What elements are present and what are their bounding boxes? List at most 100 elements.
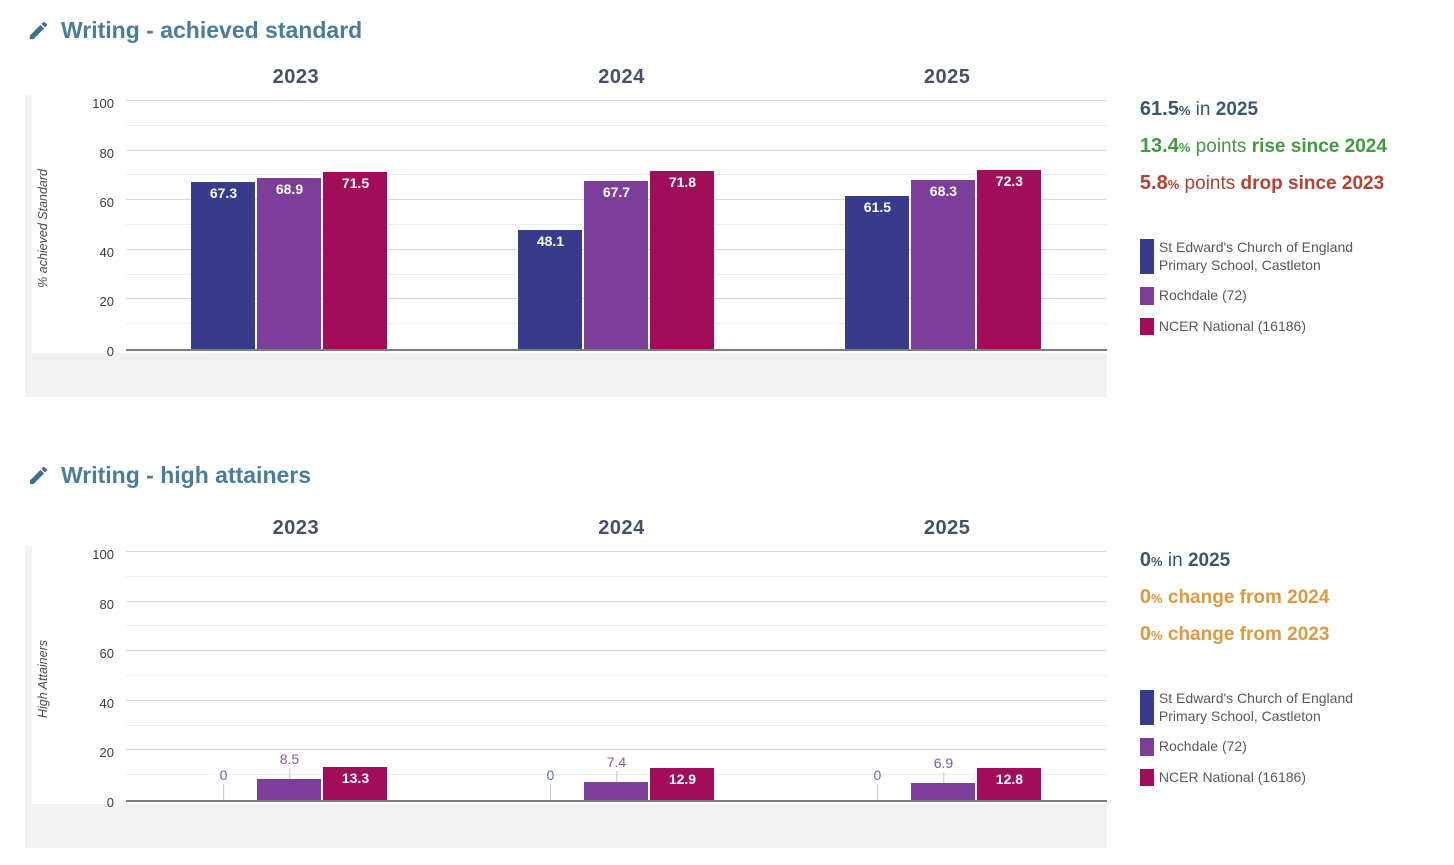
legend: St Edward's Church of England Primary Sc… — [1139, 690, 1454, 786]
stat-number: 0 — [1139, 586, 1152, 608]
legend-item[interactable]: NCER National (16186) — [1139, 768, 1454, 786]
y-tick-label: 60 — [99, 646, 114, 662]
legend-item[interactable]: Rochdale (72) — [1139, 738, 1454, 756]
bar-value-label: 0 — [547, 767, 554, 800]
legend-swatch — [1139, 738, 1154, 756]
legend-item[interactable]: NCER National (16186) — [1139, 317, 1454, 335]
bar-group-2024: 48.1 67.7 71.8 — [453, 103, 780, 349]
bar[interactable]: 68.3 — [911, 180, 976, 349]
bar-value-label: 13.3 — [341, 770, 370, 786]
stat-emphasis: change from 2023 — [1167, 624, 1330, 645]
gridline — [126, 551, 1107, 552]
y-tick-label: 20 — [99, 745, 114, 761]
y-tick-label: 20 — [99, 294, 114, 310]
bar-value-label: 61.5 — [863, 199, 892, 215]
bar[interactable]: 13.3 — [323, 767, 388, 800]
year-header: 2023 — [272, 66, 320, 88]
bar-group-2023: 0 8.5 13.3 — [126, 554, 453, 800]
bar-groups: 0 8.5 13.3 0 7.4 12.9 0 6.9 12.8 — [126, 554, 1107, 800]
bar-value-label: 12.9 — [668, 771, 697, 787]
plot-area: 67.3 68.9 71.5 48.1 67.7 71.8 61.5 68.3 72.3 — [126, 100, 1107, 351]
chart-title-text: Writing - high attainers — [61, 461, 312, 488]
legend-item[interactable]: Rochdale (72) — [1139, 287, 1454, 305]
y-tick-label: 0 — [106, 795, 114, 810]
stat-line: 13.4% points rise since 2024 — [1140, 134, 1454, 160]
y-axis-label: % achieved Standard — [36, 168, 50, 288]
bar[interactable]: 68.9 — [257, 178, 322, 349]
legend-item[interactable]: St Edward's Church of England Primary Sc… — [1139, 239, 1454, 274]
stat-emphasis: change from 2024 — [1167, 587, 1330, 608]
stat-emphasis: drop since 2023 — [1240, 173, 1385, 194]
stat-emphasis: 2025 — [1215, 99, 1259, 120]
writing-high-attainers-section: Writing - high attainers 2023 2024 2025 Hi… — [25, 459, 1454, 848]
plot-area: 0 8.5 13.3 0 7.4 12.9 0 6.9 12.8 — [126, 551, 1107, 802]
stat-line: 0% change from 2023 — [1140, 622, 1454, 648]
legend-item[interactable]: St Edward's Church of England Primary Sc… — [1139, 690, 1454, 725]
bar[interactable]: 61.5 — [845, 196, 910, 349]
chart-card: High Attainers 0 20 40 60 80 100 0 8.5 13.3 0 7.4… — [25, 546, 1107, 848]
legend-label: Rochdale (72) — [1158, 738, 1247, 754]
bar-value-text: 0 — [873, 767, 882, 783]
bar-value-label: 0 — [219, 767, 228, 800]
gridline — [126, 174, 1107, 176]
bar[interactable]: 12.9 — [650, 768, 715, 800]
stat-text: points — [1179, 173, 1241, 194]
bar-value-label: 7.4 — [607, 754, 626, 782]
legend-swatch — [1139, 317, 1154, 335]
pencil-icon — [27, 19, 50, 42]
bar-value-text: 0 — [219, 767, 228, 783]
percent-sign: % — [1151, 591, 1163, 606]
bar-groups: 67.3 68.9 71.5 48.1 67.7 71.8 61.5 68.3 72.3 — [126, 103, 1107, 349]
bar-value-text: 7.4 — [606, 754, 627, 770]
gridline — [126, 724, 1107, 726]
y-tick-label: 0 — [106, 344, 114, 359]
bar[interactable]: 6.9 — [911, 755, 976, 800]
summary-panel: 61.5% in 2025 13.4% points rise since 202… — [1139, 95, 1454, 348]
gridline — [126, 100, 1107, 101]
bar[interactable]: 71.5 — [323, 172, 388, 349]
y-tick-label: 100 — [92, 547, 114, 562]
bar-value-text: 6.9 — [933, 755, 954, 771]
bar[interactable]: 72.3 — [977, 170, 1042, 349]
y-tick-label: 60 — [99, 195, 114, 211]
bar[interactable]: 8.5 — [257, 751, 322, 800]
bar-value-label: 67.3 — [209, 185, 238, 201]
card-left-strip — [25, 546, 32, 848]
y-axis-label: High Attainers — [36, 639, 50, 719]
bar[interactable]: 67.7 — [584, 181, 649, 349]
legend-label: St Edward's Church of England Primary Sc… — [1158, 690, 1354, 724]
y-tick-label: 80 — [99, 145, 114, 161]
bar[interactable]: 12.8 — [977, 768, 1042, 800]
bar-group-2024: 0 7.4 12.9 — [453, 554, 780, 800]
stats-block: 0% in 2025 0% change from 2024 0% change f… — [1140, 548, 1454, 648]
stat-line: 0% in 2025 — [1140, 548, 1454, 574]
stat-number: 0 — [1139, 623, 1152, 645]
bar[interactable]: 67.3 — [191, 182, 256, 349]
chart-title-text: Writing - achieved standard — [61, 16, 363, 43]
year-header-row: 2023 2024 2025 — [133, 66, 1110, 89]
bar[interactable]: 71.8 — [650, 171, 715, 349]
stat-number: 5.8 — [1139, 172, 1168, 194]
gridline — [126, 124, 1107, 126]
legend-label: NCER National (16186) — [1158, 768, 1306, 785]
stat-emphasis: 2025 — [1187, 550, 1231, 571]
bar-value-label: 8.5 — [280, 751, 299, 779]
label-leader-line — [942, 772, 944, 783]
gridline — [126, 625, 1107, 627]
label-leader-line — [876, 784, 878, 800]
card-bottom-strip — [25, 353, 1107, 397]
chart-card: % achieved Standard 0 20 40 60 80 100 67.3 68.… — [25, 95, 1107, 397]
gridline — [126, 575, 1107, 577]
y-tick-label: 100 — [92, 96, 114, 111]
y-tick-label: 40 — [99, 244, 114, 260]
legend-swatch — [1139, 239, 1154, 274]
gridline — [126, 650, 1107, 652]
bar[interactable]: 48.1 — [518, 230, 583, 349]
bar-group-2025: 0 6.9 12.8 — [780, 554, 1107, 800]
bar-value-text: 8.5 — [279, 751, 300, 767]
bar-group-2023: 67.3 68.9 71.5 — [126, 103, 453, 349]
label-leader-line — [549, 784, 551, 800]
bar[interactable]: 7.4 — [584, 754, 649, 800]
y-axis-ticks: 0 20 40 60 80 100 — [61, 97, 126, 359]
year-header: 2024 — [598, 517, 645, 539]
